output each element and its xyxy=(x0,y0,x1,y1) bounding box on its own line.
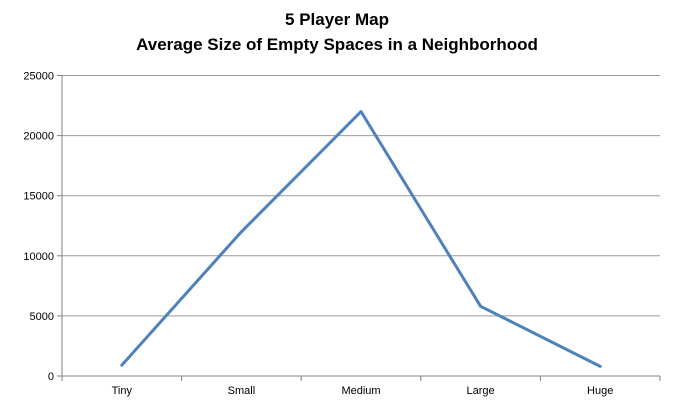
chart-title-line2: Average Size of Empty Spaces in a Neighb… xyxy=(136,35,538,54)
y-axis-tick-label: 5000 xyxy=(30,311,54,323)
chart-title: 5 Player Map Average Size of Empty Space… xyxy=(0,7,674,57)
x-axis-category-label: Tiny xyxy=(112,385,133,397)
y-axis-tick-label: 0 xyxy=(48,371,54,383)
x-axis-category-label: Large xyxy=(467,385,495,397)
data-line xyxy=(120,110,602,368)
x-axis-category-label: Huge xyxy=(587,385,613,397)
chart-title-line1: 5 Player Map xyxy=(285,10,389,29)
x-axis-category-label: Medium xyxy=(341,385,380,397)
y-axis-tick-label: 25000 xyxy=(23,71,54,83)
y-axis-tick-label: 20000 xyxy=(23,131,54,143)
x-axis-category-label: Small xyxy=(228,385,256,397)
y-axis-tick-label: 10000 xyxy=(23,251,54,263)
y-axis-tick-label: 15000 xyxy=(23,191,54,203)
